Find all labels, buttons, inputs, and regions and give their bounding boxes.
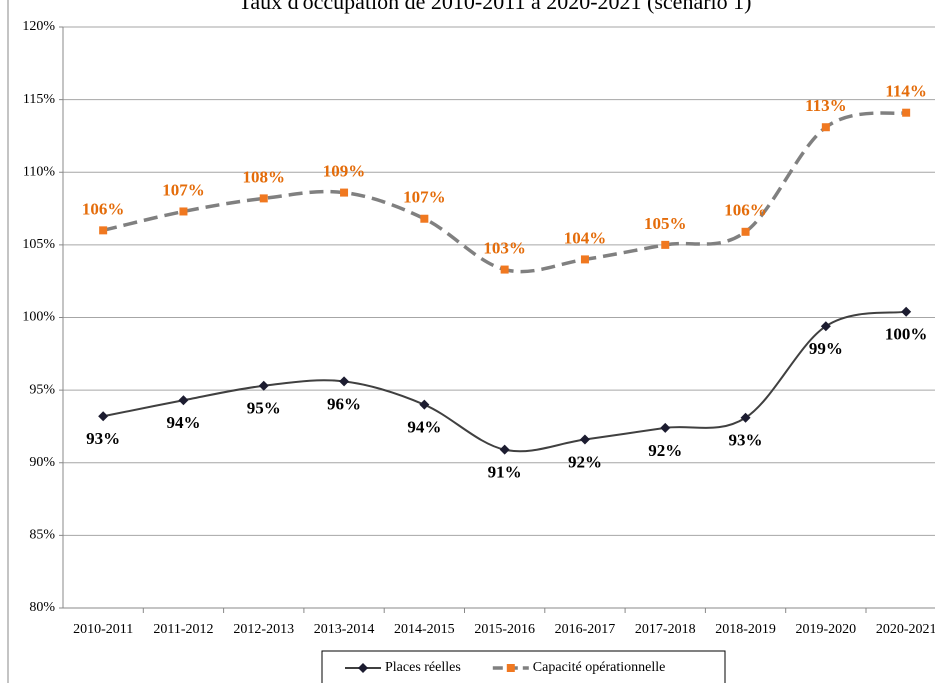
data-point [580, 255, 589, 264]
data-label: 96% [327, 394, 361, 413]
data-point [419, 399, 430, 410]
data-label: 114% [885, 82, 927, 101]
y-tick-label: 120% [22, 19, 55, 34]
x-tick-label: 2019-2020 [796, 622, 857, 637]
legend-marker [358, 663, 368, 673]
data-point [98, 411, 109, 422]
y-tick-label: 80% [29, 600, 55, 615]
y-tick-label: 85% [29, 528, 55, 543]
data-point [340, 188, 349, 197]
legend-label: Places réelles [385, 660, 461, 675]
data-point [902, 108, 911, 117]
y-tick-label: 115% [23, 92, 55, 107]
y-tick-label: 90% [29, 455, 55, 470]
data-label: 113% [805, 96, 847, 115]
x-tick-label: 2013-2014 [314, 622, 375, 637]
data-label: 106% [82, 199, 125, 218]
data-label: 99% [809, 339, 843, 358]
data-point [258, 380, 269, 391]
x-tick-label: 2017-2018 [635, 622, 696, 637]
data-point [420, 214, 429, 223]
data-label: 92% [568, 452, 602, 471]
data-label: 100% [885, 325, 928, 344]
data-label: 107% [162, 180, 205, 199]
x-tick-label: 2015-2016 [474, 622, 535, 637]
data-label: 91% [488, 463, 522, 482]
data-label: 108% [243, 167, 286, 186]
legend-label: Capacité opérationnelle [533, 660, 666, 675]
data-point [99, 226, 108, 235]
data-point [500, 265, 509, 274]
data-point [901, 306, 912, 317]
data-point [660, 422, 671, 433]
data-label: 93% [729, 431, 763, 450]
data-point [741, 227, 750, 236]
data-label: 92% [648, 441, 682, 460]
y-tick-label: 100% [22, 310, 55, 325]
y-tick-label: 95% [29, 382, 55, 397]
data-point [259, 194, 268, 203]
legend-marker [506, 664, 515, 672]
chart-title: Taux d'occupation de 2010-2011 à 2020-20… [239, 0, 752, 14]
data-point [740, 412, 751, 423]
data-label: 105% [644, 214, 687, 233]
y-tick-label: 105% [22, 237, 55, 252]
data-label: 103% [483, 238, 526, 257]
x-tick-label: 2016-2017 [555, 622, 616, 637]
x-tick-label: 2012-2013 [233, 622, 294, 637]
data-label: 107% [403, 188, 446, 207]
x-tick-label: 2014-2015 [394, 622, 455, 637]
data-point [178, 395, 189, 406]
data-label: 106% [724, 201, 767, 220]
data-point [339, 376, 350, 387]
data-label: 93% [86, 429, 120, 448]
series-line [102, 310, 907, 453]
data-label: 94% [407, 418, 441, 437]
data-point [179, 207, 188, 216]
data-label: 94% [166, 413, 200, 432]
x-tick-label: 2011-2012 [153, 622, 213, 637]
data-label: 95% [247, 399, 281, 418]
data-point [499, 444, 510, 455]
data-label: 104% [564, 228, 607, 247]
x-tick-label: 2020-2021 [876, 622, 935, 637]
y-tick-label: 110% [23, 164, 55, 179]
data-label: 109% [323, 161, 366, 180]
x-tick-label: 2018-2019 [715, 622, 776, 637]
x-tick-label: 2010-2011 [73, 622, 133, 637]
data-point [661, 240, 670, 249]
data-point [820, 321, 831, 332]
data-point [821, 123, 830, 132]
data-point [579, 434, 590, 445]
